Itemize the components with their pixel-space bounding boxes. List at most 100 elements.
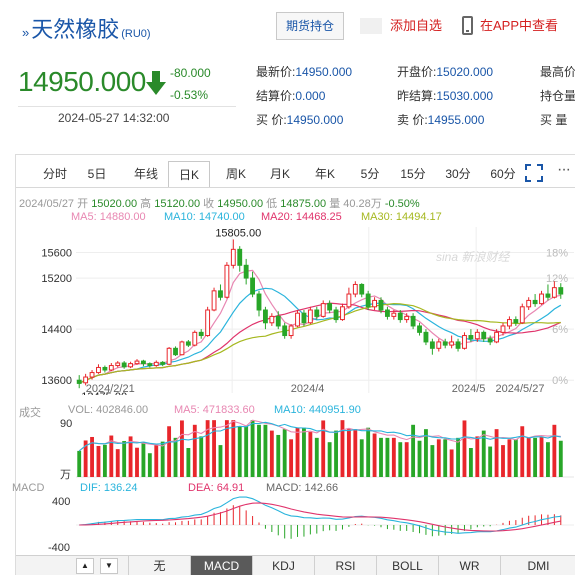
tab-yearline[interactable]: 年线 <box>133 167 158 181</box>
scroll-down-button[interactable]: ▼ <box>100 558 118 574</box>
candle-body <box>307 309 313 324</box>
volume-bar <box>147 453 152 477</box>
candle-body <box>352 283 358 295</box>
volume-bar <box>443 439 448 477</box>
quote-field-settlement: 结算价:0.000 <box>256 89 326 103</box>
tab-yearly-k[interactable]: 年K <box>314 167 335 181</box>
price-axis-label: 15200 <box>41 273 72 285</box>
macd-dif: DIF: 136.24 <box>80 482 138 494</box>
price-change-percent: -0.53% <box>170 88 209 102</box>
volume-bar <box>366 427 371 477</box>
tab-60min[interactable]: 60分 <box>490 167 516 181</box>
x-axis-label: 2024/5 <box>452 383 486 395</box>
candle-body <box>224 264 230 298</box>
candle-body <box>468 335 474 340</box>
tab-indicator-rsi[interactable]: RSI <box>314 556 376 575</box>
volume-bar <box>160 441 165 477</box>
candle-body <box>198 331 204 337</box>
candle-body <box>237 248 243 266</box>
candle-body <box>545 293 551 298</box>
tab-5min[interactable]: 5分 <box>360 167 380 181</box>
candlestick-chart[interactable]: 15600 18% 15200 12% 14400 6% 13600 0% sina 新浪财经 1… <box>16 225 575 395</box>
candle-body <box>327 303 333 311</box>
tab-30min[interactable]: 30分 <box>445 167 471 181</box>
candle-body <box>359 283 365 295</box>
tab-5day[interactable]: 5日 <box>87 167 107 181</box>
volume-ma10-line <box>78 421 561 452</box>
view-in-app-label: 在APP中查看 <box>480 18 559 33</box>
volume-bar <box>552 424 557 477</box>
candle-body <box>147 363 153 367</box>
add-watchlist-button[interactable]: 添加自选 <box>360 12 442 40</box>
volume-bar <box>327 442 332 477</box>
volume-bar <box>314 437 319 477</box>
volume-bar <box>475 436 480 477</box>
candle-body <box>96 366 101 374</box>
quote-field-bid: 买 价:14950.000 <box>256 113 344 127</box>
volume-bar <box>212 420 216 477</box>
tab-15min[interactable]: 15分 <box>400 167 426 181</box>
volume-bar <box>539 436 544 477</box>
scroll-up-button[interactable]: ▲ <box>76 558 94 574</box>
candle-body <box>442 341 448 346</box>
tab-indicator-kdj[interactable]: KDJ <box>252 556 314 575</box>
volume-axis-top: 90 <box>60 418 73 430</box>
volume-bar <box>430 445 435 477</box>
candle-body <box>205 309 211 337</box>
divider <box>18 106 236 107</box>
candle-body <box>179 341 185 356</box>
candle-body <box>173 347 178 356</box>
add-watchlist-label: 添加自选 <box>390 18 443 33</box>
quote-field-open-interest: 持仓量 <box>540 89 575 103</box>
macd-chart[interactable] <box>16 495 575 555</box>
x-axis-label: 2024/5/27 <box>496 383 545 395</box>
fullscreen-icon[interactable] <box>525 164 543 182</box>
candle-body <box>160 361 166 365</box>
volume-bar <box>167 426 172 477</box>
tab-divider <box>16 187 575 188</box>
volume-bar <box>289 439 294 477</box>
volume-bar <box>417 440 422 477</box>
volume-bar <box>462 420 467 477</box>
candle-body <box>115 362 121 367</box>
volume-bar <box>520 426 525 477</box>
futures-position-button[interactable]: 期货持仓 <box>276 12 344 40</box>
candle-body <box>436 341 442 349</box>
view-in-app-link[interactable]: 在APP中查看 <box>460 12 558 40</box>
volume-bar <box>192 424 197 477</box>
tab-indicator-boll[interactable]: BOLL <box>376 556 438 575</box>
volume-value: VOL: 402846.00 <box>68 404 149 416</box>
tab-indicator-dmi[interactable]: DMI <box>500 556 575 575</box>
pct-axis-label: 6% <box>552 324 568 336</box>
ma30-line <box>78 302 561 384</box>
phone-icon <box>462 16 473 35</box>
volume-bar <box>282 429 287 477</box>
tab-indicator-none[interactable]: 无 <box>128 556 190 575</box>
quote-field-prev-settlement: 昨结算:15030.000 <box>397 89 494 103</box>
more-options-icon[interactable]: ··· <box>557 161 571 178</box>
volume-bar <box>372 433 377 477</box>
ma10-legend: MA10: 14740.00 <box>164 211 245 223</box>
macd-value: MACD: 142.66 <box>266 482 339 494</box>
candle-body <box>417 325 422 333</box>
quote-timestamp: 2024-05-27 14:32:00 <box>58 111 170 125</box>
volume-chart[interactable] <box>16 417 575 481</box>
candle-body <box>102 366 108 371</box>
tab-indicator-macd[interactable]: MACD <box>190 556 252 575</box>
pct-axis-label: 18% <box>546 248 568 260</box>
tab-indicator-wr[interactable]: WR <box>438 556 500 575</box>
candle-body <box>333 309 339 321</box>
candle-body <box>558 287 564 295</box>
tab-weekly-k[interactable]: 周K <box>225 167 246 181</box>
volume-bar <box>449 449 454 477</box>
candle-body <box>243 264 249 279</box>
volume-bar <box>481 430 486 477</box>
tab-daily-k[interactable]: 日K <box>168 161 210 188</box>
candle-body <box>532 299 538 305</box>
candle-body <box>506 319 512 327</box>
candle-body <box>487 338 493 343</box>
candle-body <box>397 312 403 321</box>
volume-bar <box>115 449 120 477</box>
tab-intraday[interactable]: 分时 <box>42 167 67 181</box>
tab-monthly-k[interactable]: 月K <box>269 167 290 181</box>
